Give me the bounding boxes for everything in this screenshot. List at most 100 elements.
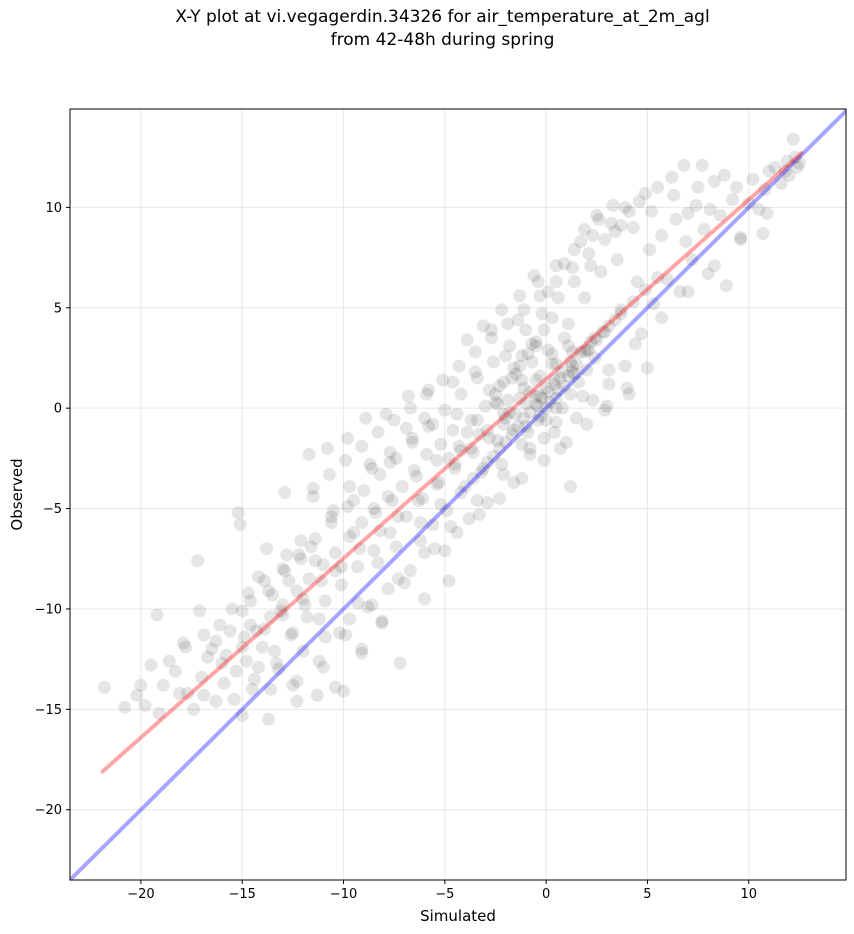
data-point [521, 347, 535, 361]
data-point [634, 327, 648, 341]
data-point [669, 212, 683, 226]
data-point [533, 409, 547, 423]
data-point [673, 285, 687, 299]
data-point [529, 389, 543, 403]
data-point [647, 297, 661, 311]
data-point [430, 477, 444, 491]
data-point [570, 411, 584, 425]
data-point [251, 660, 265, 674]
data-point [760, 206, 774, 220]
x-axis-label: Simulated [420, 907, 496, 925]
data-point [328, 546, 342, 560]
data-point [655, 228, 669, 242]
data-point [320, 441, 334, 455]
data-point [411, 494, 425, 508]
data-point [434, 498, 448, 512]
data-point [468, 365, 482, 379]
data-point [227, 692, 241, 706]
data-point [391, 572, 405, 586]
data-point [547, 425, 561, 439]
data-point [156, 678, 170, 692]
data-point [541, 285, 555, 299]
data-point [586, 228, 600, 242]
data-point [493, 492, 507, 506]
data-point [197, 688, 211, 702]
data-point [578, 291, 592, 305]
data-point [355, 516, 369, 530]
data-point [529, 335, 543, 349]
data-point [600, 399, 614, 413]
data-point [434, 437, 448, 451]
data-point [409, 469, 423, 483]
data-point [622, 387, 636, 401]
data-point [679, 235, 693, 249]
data-point [539, 413, 553, 427]
data-point [458, 479, 472, 493]
data-point [341, 431, 355, 445]
data-point [537, 431, 551, 445]
data-point [316, 660, 330, 674]
data-points [97, 132, 806, 726]
data-point [503, 339, 517, 353]
data-point [734, 233, 748, 247]
data-point [302, 572, 316, 586]
data-point [491, 397, 505, 411]
data-point [689, 198, 703, 212]
data-point [638, 186, 652, 200]
data-point [505, 427, 519, 441]
data-point [284, 628, 298, 642]
data-point [239, 654, 253, 668]
data-point [746, 172, 760, 186]
data-point [527, 269, 541, 283]
data-point [533, 289, 547, 303]
data-point [523, 385, 537, 399]
data-point [363, 457, 377, 471]
data-point [525, 355, 539, 369]
data-point [97, 680, 111, 694]
data-point [181, 686, 195, 700]
data-point [598, 403, 612, 417]
data-point [695, 158, 709, 172]
data-point [484, 323, 498, 337]
data-point [235, 640, 249, 654]
data-point [557, 379, 571, 393]
y-tick-label: 0 [54, 402, 62, 417]
data-point [278, 485, 292, 499]
data-point [306, 490, 320, 504]
data-point [515, 471, 529, 485]
data-point [521, 425, 535, 439]
data-point [620, 381, 634, 395]
data-point [130, 688, 144, 702]
data-point [511, 313, 525, 327]
data-point [549, 401, 563, 415]
data-point [525, 337, 539, 351]
data-point [626, 220, 640, 234]
data-point [507, 423, 521, 437]
data-point [187, 702, 201, 716]
data-point [667, 188, 681, 202]
data-point [399, 510, 413, 524]
data-point [515, 373, 529, 387]
data-point [507, 475, 521, 489]
data-point [176, 636, 190, 650]
data-point [270, 656, 284, 670]
data-point [426, 417, 440, 431]
data-point [691, 180, 705, 194]
y-axis-ticks: −20 −15 −10 −5 0 5 10 [35, 201, 70, 818]
data-point [296, 592, 310, 606]
data-point [454, 387, 468, 401]
data-point [367, 502, 381, 516]
data-point [513, 359, 527, 373]
data-point [478, 399, 492, 413]
data-point [565, 345, 579, 359]
data-point [752, 202, 766, 216]
data-point [563, 387, 577, 401]
data-point [606, 198, 620, 212]
data-point [788, 150, 802, 164]
data-point [628, 337, 642, 351]
data-point [383, 526, 397, 540]
data-point [209, 694, 223, 708]
data-point [355, 646, 369, 660]
data-point [223, 624, 237, 638]
data-point [306, 481, 320, 495]
